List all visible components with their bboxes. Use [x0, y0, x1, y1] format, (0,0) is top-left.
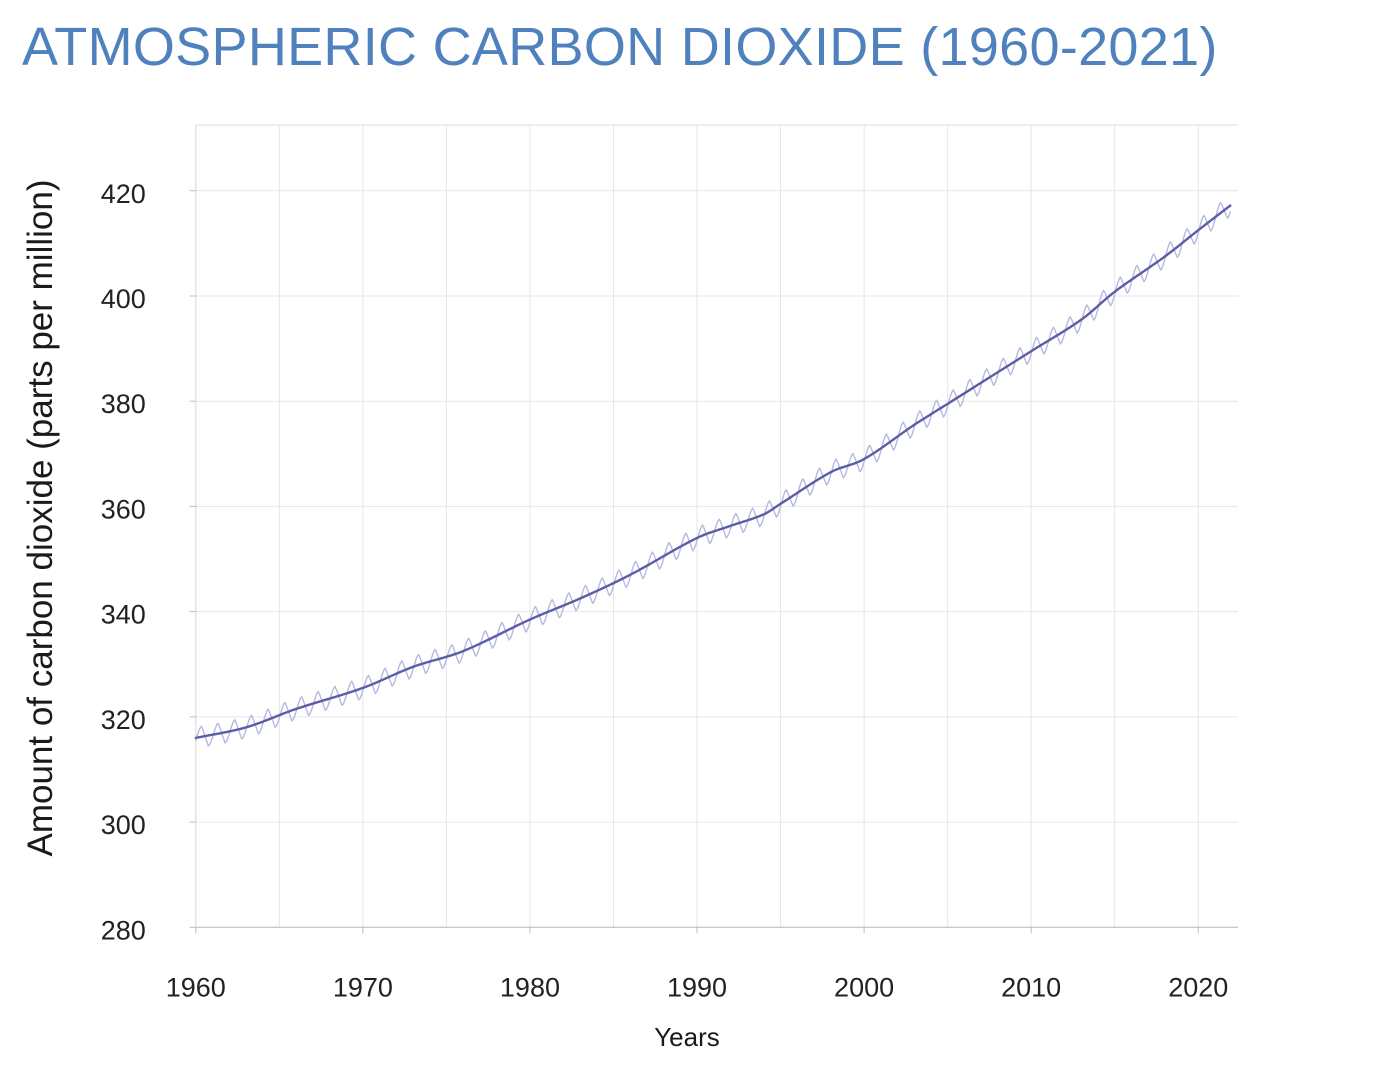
svg-text:1960: 1960: [166, 972, 226, 1002]
svg-text:2000: 2000: [834, 972, 894, 1002]
svg-text:1990: 1990: [667, 972, 727, 1002]
svg-text:300: 300: [101, 810, 146, 840]
svg-text:1970: 1970: [333, 972, 393, 1002]
svg-text:340: 340: [101, 600, 146, 630]
svg-text:2020: 2020: [1168, 972, 1228, 1002]
svg-text:320: 320: [101, 705, 146, 735]
svg-text:280: 280: [101, 915, 146, 945]
svg-text:360: 360: [101, 494, 146, 524]
svg-text:400: 400: [101, 284, 146, 314]
svg-text:420: 420: [101, 179, 146, 209]
svg-text:2010: 2010: [1001, 972, 1061, 1002]
svg-text:380: 380: [101, 389, 146, 419]
svg-text:1980: 1980: [500, 972, 560, 1002]
